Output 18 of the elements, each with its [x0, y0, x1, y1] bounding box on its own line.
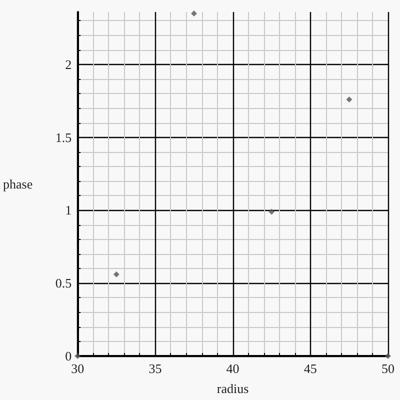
y-tick-label: 1 [65, 202, 72, 218]
point [74, 353, 81, 359]
y-tick-label: 2 [65, 56, 72, 72]
point [385, 353, 391, 359]
x-tick-label: 45 [304, 361, 317, 376]
x-tick-label: 50 [382, 361, 394, 376]
x-tick-label: 30 [71, 361, 84, 376]
y-tick-label: 0.5 [55, 276, 72, 291]
y-tick-label: 1.5 [55, 130, 72, 145]
x-tick-label: 40 [226, 361, 240, 376]
x-tick-label: 35 [148, 361, 162, 376]
y-tick-label: 0 [65, 348, 72, 364]
point [113, 271, 120, 278]
point [268, 208, 275, 215]
y-axis-title: phase [2, 176, 33, 192]
point [346, 96, 352, 102]
x-axis-title: radius [216, 381, 249, 396]
point [191, 10, 197, 16]
